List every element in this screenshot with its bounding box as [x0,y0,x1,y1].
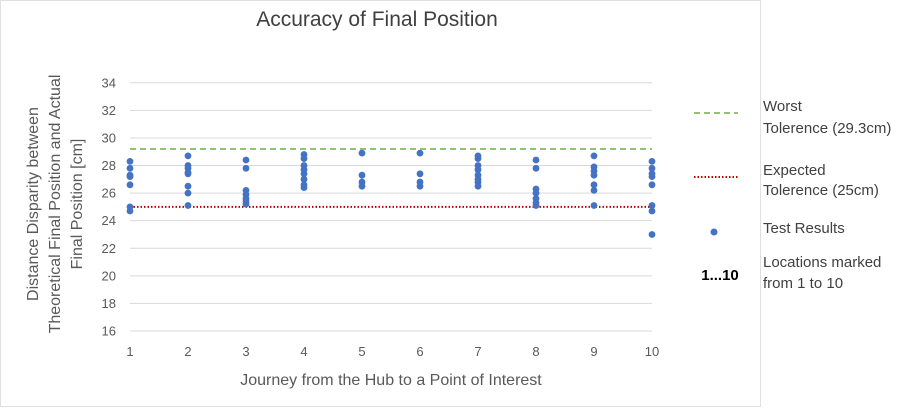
data-point [648,202,656,209]
data-point [126,207,134,215]
x-tick-label: 9 [590,344,597,359]
data-point [590,181,598,189]
y-tick-label: 18 [102,296,116,311]
data-point [590,202,598,209]
data-point [300,170,308,178]
y-tick-label: 16 [102,324,116,339]
data-point [184,182,192,190]
legend-locations-line-1: Locations marked [763,254,881,271]
data-point [474,155,482,163]
x-tick-label: 1 [126,344,133,359]
y-tick-label: 30 [102,130,116,145]
gridlines [130,82,652,332]
data-point [532,202,540,209]
data-point [184,189,192,197]
x-tick-label: 4 [300,344,307,359]
data-point [590,171,598,179]
data-point [416,149,424,157]
data-point [184,152,192,160]
y-tick-label: 32 [102,103,116,118]
y-tick-label: 20 [102,268,116,283]
data-point [590,186,598,194]
data-point [648,164,656,172]
data-point [126,164,134,172]
data-point [126,181,134,189]
data-point [184,170,192,178]
x-tick-label: 5 [358,344,365,359]
x-tick-label: 3 [242,344,249,359]
data-point [242,200,250,208]
legend-locations-marker: 1...10 [701,267,739,284]
y-tick-labels: 16 18 20 22 24 26 28 30 32 34 [102,75,116,338]
legend: Worst Tolerence (29.3cm) Expected Tolere… [694,98,891,292]
data-point [358,171,366,179]
data-point [474,182,482,190]
y-axis-title-line-2: Theoretical Final Position and Actual [47,75,64,334]
y-axis-title-line-3: Final Position [cm] [69,139,86,270]
data-point [242,156,250,164]
data-point [184,202,192,209]
legend-locations-line-2: from 1 to 10 [763,275,843,292]
data-point [590,152,598,160]
legend-expected-line-2: Tolerence (25cm) [763,182,879,199]
data-point [474,166,482,174]
data-point [416,170,424,178]
data-point [358,149,366,157]
legend-expected-line-1: Expected [763,162,826,179]
y-axis-title-line-1: Distance Disparity between [25,107,42,301]
data-point [416,182,424,190]
data-point [532,164,540,172]
data-point [532,156,540,164]
data-point [358,182,366,190]
data-point [126,157,134,165]
data-point [242,164,250,172]
y-tick-label: 34 [102,75,116,90]
y-tick-label: 26 [102,186,116,201]
y-tick-label: 22 [102,241,116,256]
data-point [648,207,656,215]
data-points [126,149,656,238]
legend-worst-line-1: Worst [763,98,803,115]
chart-border [0,0,761,407]
data-point [300,175,308,183]
reference-lines [130,148,652,208]
data-point [126,173,134,180]
x-tick-label: 2 [184,344,191,359]
legend-test-results-marker [710,228,718,236]
x-tick-label: 7 [474,344,481,359]
x-tick-labels: 1 2 3 4 5 6 7 8 9 10 [126,344,659,359]
x-tick-label: 10 [645,344,659,359]
data-point [648,173,656,180]
legend-test-results-label: Test Results [763,220,845,237]
data-point [648,157,656,165]
x-tick-label: 6 [416,344,423,359]
x-axis-title: Journey from the Hub to a Point of Inter… [240,372,542,389]
data-point [648,181,656,189]
data-point [300,155,308,163]
y-axis-title: Distance Disparity between Theoretical F… [25,75,86,334]
data-point [300,184,308,191]
x-tick-label: 8 [532,344,539,359]
legend-worst-line-2: Tolerence (29.3cm) [763,120,891,137]
y-tick-label: 24 [102,213,116,228]
y-tick-label: 28 [102,158,116,173]
chart-title: Accuracy of Final Position [256,8,498,31]
data-point [648,231,656,238]
data-point [532,189,540,197]
